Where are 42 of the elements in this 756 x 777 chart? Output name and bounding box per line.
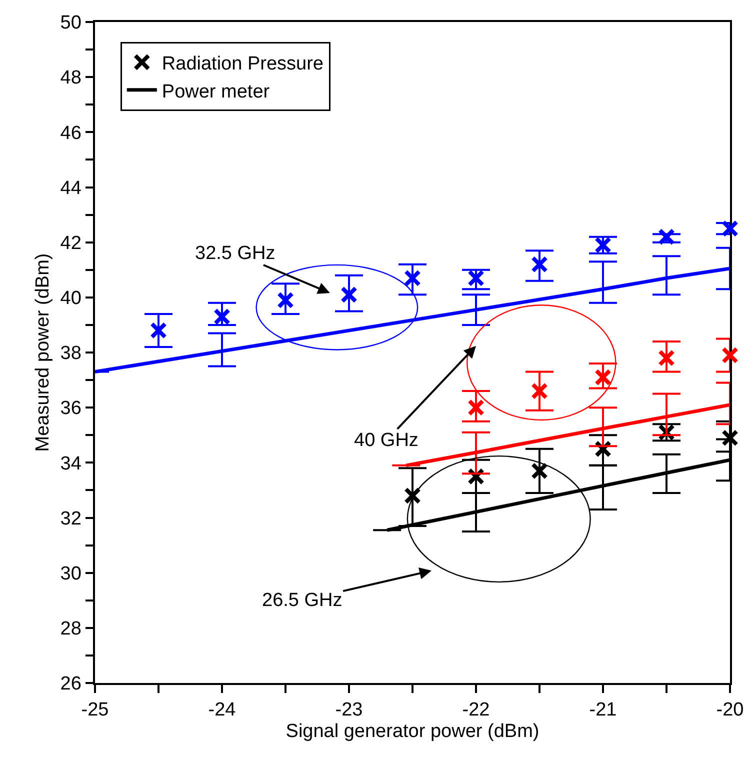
y-tick-label: 26 — [60, 674, 82, 695]
point — [404, 270, 421, 287]
x-tick-label: -20 — [716, 700, 744, 721]
point — [722, 429, 738, 446]
legend-label: Radiation Pressure — [162, 54, 324, 75]
annotation: 26.5 GHz — [262, 590, 342, 611]
point — [722, 220, 738, 238]
y-tick-label: 46 — [60, 122, 82, 144]
annotation: 32.5 GHz — [195, 243, 276, 264]
x-tick-label: -23 — [335, 700, 363, 721]
y-tick-label: 32 — [60, 508, 82, 530]
x-tick-label: -25 — [81, 700, 109, 721]
legend-label: Power meter — [162, 81, 270, 102]
point — [150, 322, 167, 339]
point — [468, 399, 484, 416]
point — [658, 350, 675, 367]
y-tick-label: 36 — [60, 398, 82, 420]
point — [214, 308, 230, 326]
y-tick-label: 38 — [60, 343, 82, 364]
y-tick-label: 50 — [60, 12, 82, 34]
point — [468, 270, 484, 287]
point — [531, 256, 548, 273]
y-tick-label: 42 — [60, 232, 82, 254]
point — [722, 346, 738, 364]
y-tick-label: 28 — [60, 618, 82, 640]
x-tick-label: -21 — [589, 700, 617, 721]
annotation: 40 GHz — [354, 430, 418, 451]
x-tick-label: -22 — [462, 700, 490, 721]
y-tick-label: 44 — [60, 178, 82, 199]
y-axis-title: Measured power (dBm) — [32, 253, 54, 452]
point — [277, 292, 294, 309]
x-tick-label: -24 — [208, 700, 236, 721]
point — [594, 236, 612, 254]
y-tick-label: 30 — [60, 563, 82, 584]
point — [658, 228, 675, 246]
point — [531, 382, 548, 400]
x-axis-title: Signal generator power (dBm) — [286, 720, 540, 742]
y-tick-label: 34 — [60, 453, 82, 474]
point — [594, 368, 612, 386]
y-tick-label: 48 — [60, 68, 82, 89]
point — [340, 286, 358, 304]
y-tick-label: 40 — [60, 288, 82, 310]
